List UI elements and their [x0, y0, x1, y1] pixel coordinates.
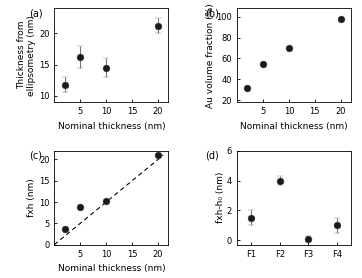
X-axis label: Nominal thickness (nm): Nominal thickness (nm) — [240, 121, 348, 131]
Y-axis label: fxh-h₀ (nm): fxh-h₀ (nm) — [216, 172, 226, 224]
Y-axis label: Au volume fraction (%): Au volume fraction (%) — [206, 3, 215, 108]
Text: (d): (d) — [205, 151, 219, 161]
Text: (c): (c) — [29, 151, 42, 161]
Y-axis label: fxh (nm): fxh (nm) — [27, 178, 36, 217]
Text: (b): (b) — [205, 8, 219, 18]
X-axis label: Nominal thickness (nm): Nominal thickness (nm) — [58, 264, 165, 273]
Text: (a): (a) — [29, 8, 43, 18]
X-axis label: Nominal thickness (nm): Nominal thickness (nm) — [58, 121, 165, 131]
Y-axis label: Thickness from
ellipsometry (nm): Thickness from ellipsometry (nm) — [17, 15, 36, 96]
